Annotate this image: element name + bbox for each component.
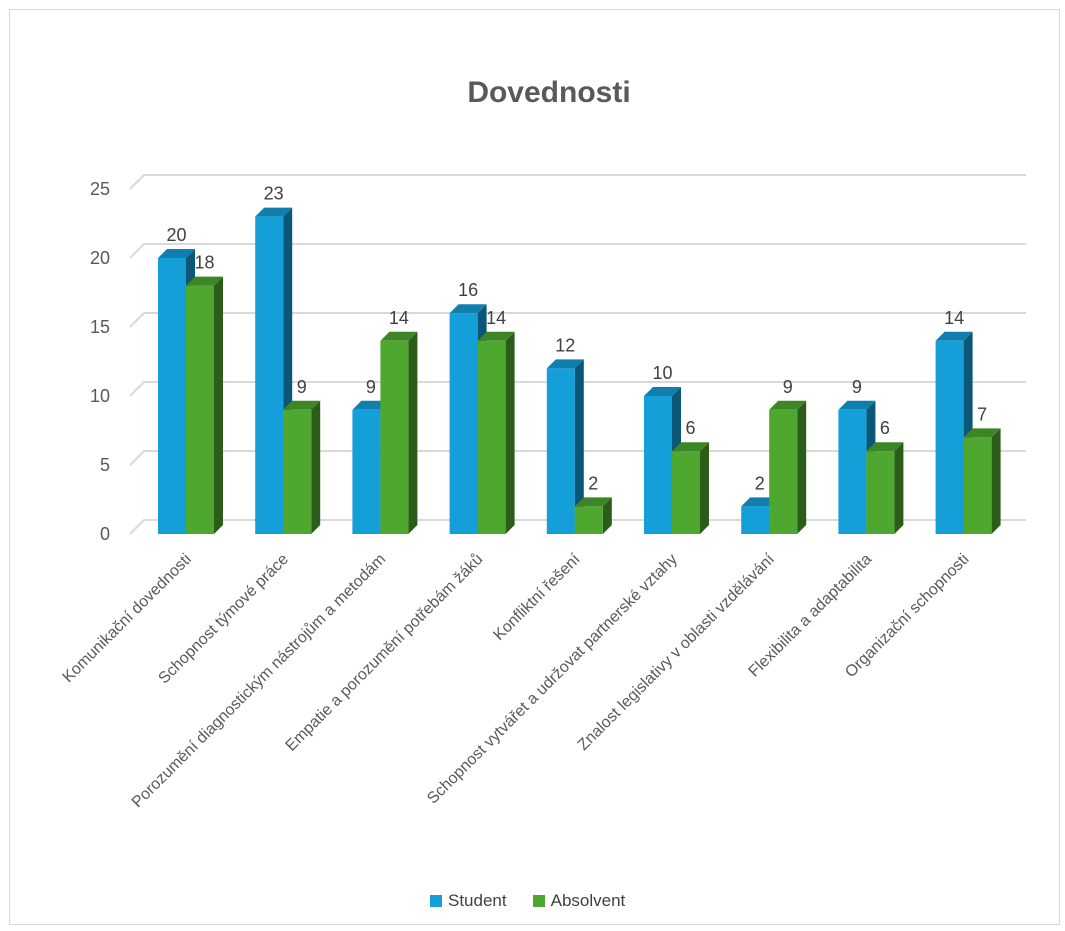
x-category-label: Konfliktní řešení [490,550,584,644]
data-label-absolvent: 2 [588,473,598,493]
bar-absolvent [866,442,904,534]
legend-swatch-student [430,895,442,907]
bar-absolvent [477,331,515,534]
bar-absolvent [672,442,709,534]
data-label-absolvent: 7 [977,404,987,424]
data-label-absolvent: 6 [685,418,695,438]
bar-absolvent [574,497,612,534]
bar-absolvent [380,331,418,534]
chart-title: Dovednosti [467,76,630,109]
data-label-absolvent: 14 [389,308,409,328]
data-label-student: 9 [852,377,862,397]
data-label-absolvent: 9 [783,377,793,397]
gridline [129,312,1026,328]
legend-item-student: Student [430,891,507,911]
bar-absolvent [186,276,223,534]
gridline [129,381,1026,397]
gridline [129,519,1026,535]
data-label-absolvent: 14 [486,308,506,328]
y-tick-label: 10 [90,386,110,406]
legend-label-student: Student [448,891,507,910]
data-label-absolvent: 6 [880,418,890,438]
data-label-student: 2 [755,473,765,493]
data-label-student: 20 [166,225,186,245]
legend-item-absolvent: Absolvent [532,891,626,911]
bar-absolvent [283,400,321,534]
legend-label-absolvent: Absolvent [550,891,626,910]
x-category-label: Empatie a porozumění potřebám žáků [282,550,487,755]
gridline [129,450,1026,466]
data-label-student: 10 [652,363,672,383]
data-label-student: 16 [458,280,478,300]
y-tick-label: 0 [100,524,110,544]
gridline [129,243,1026,259]
bar-student [546,359,584,534]
y-tick-label: 20 [90,248,110,268]
data-label-absolvent: 9 [297,377,307,397]
data-label-student: 14 [944,308,964,328]
data-label-student: 23 [264,184,284,204]
data-label-student: 9 [366,377,376,397]
gridline [129,174,1026,190]
legend: Student Absolvent [430,891,625,911]
bar-absolvent [963,428,1001,534]
y-tick-label: 25 [90,179,110,199]
y-tick-label: 5 [100,455,110,475]
data-label-absolvent: 18 [194,253,214,273]
x-category-label: Znalost legislativy v oblasti vzdělávání [575,550,779,754]
y-tick-label: 15 [90,317,110,337]
bar-absolvent [769,400,807,534]
data-label-student: 12 [555,335,575,355]
legend-swatch-absolvent [532,895,545,907]
